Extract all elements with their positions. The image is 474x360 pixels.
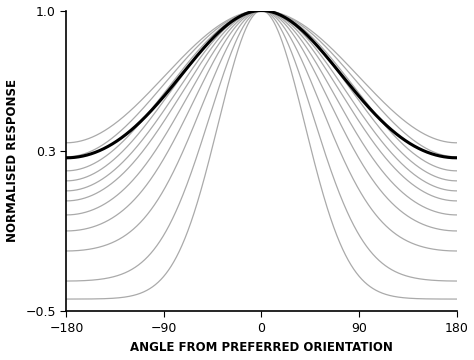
X-axis label: ANGLE FROM PREFERRED ORIENTATION: ANGLE FROM PREFERRED ORIENTATION [130,341,393,355]
Y-axis label: NORMALISED RESPONSE: NORMALISED RESPONSE [6,79,18,242]
